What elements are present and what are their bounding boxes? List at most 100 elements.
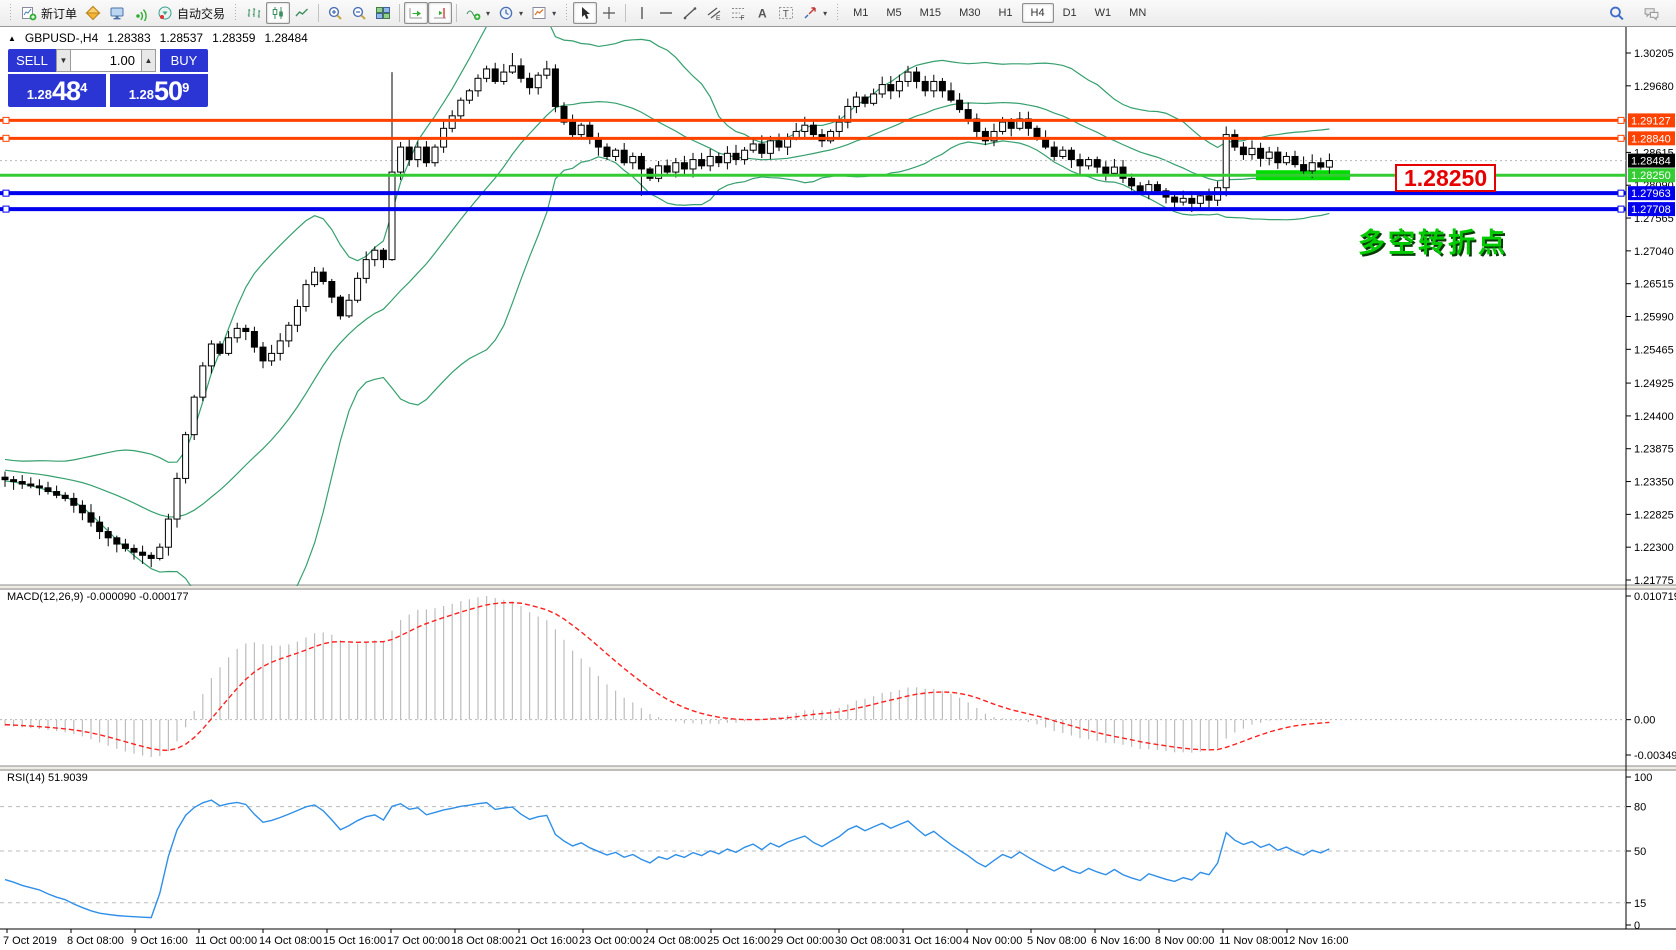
bear-candle	[1188, 197, 1196, 204]
chevron-down-icon[interactable]: ▾	[486, 8, 491, 18]
buy-button[interactable]: BUY	[160, 49, 208, 72]
autotrading-button[interactable]: 自动交易	[153, 2, 229, 24]
equidistant-channel-button[interactable]: E	[702, 2, 726, 24]
svg-text:T: T	[783, 9, 789, 20]
collapse-triangle-icon[interactable]: ▲	[8, 33, 16, 43]
fibonacci-button[interactable]: F	[726, 2, 750, 24]
bull-candle	[182, 434, 190, 479]
volume-decrease-button[interactable]: ▼	[56, 49, 71, 72]
toolbar-separator	[456, 4, 458, 22]
svg-text:4 Nov 00:00: 4 Nov 00:00	[963, 935, 1022, 947]
zoom-out-button[interactable]	[347, 2, 371, 24]
indicators-button[interactable]: ▾	[461, 2, 494, 24]
bar-chart-icon	[246, 5, 262, 21]
periods-button[interactable]: ▾	[494, 2, 527, 24]
text-button[interactable]: A	[750, 2, 774, 24]
timeframe-h4-button[interactable]: H4	[1021, 3, 1054, 23]
timeframe-m5-button[interactable]: M5	[886, 7, 902, 19]
search-button[interactable]	[1604, 2, 1629, 24]
chat-button[interactable]	[1639, 2, 1664, 24]
timeframe-m30-button[interactable]: M30	[959, 7, 981, 19]
svg-text:9 Oct 16:00: 9 Oct 16:00	[131, 935, 188, 947]
templates-button[interactable]: ▾	[527, 2, 560, 24]
chart-shift-button[interactable]	[428, 2, 453, 24]
svg-text:5 Nov 08:00: 5 Nov 08:00	[1027, 935, 1086, 947]
bear-candle	[1153, 184, 1161, 192]
svg-text:0: 0	[1634, 920, 1640, 932]
bear-candle	[379, 249, 387, 261]
signals-button[interactable]	[129, 2, 153, 24]
line-chart-button[interactable]	[290, 2, 314, 24]
svg-text:23 Oct 00:00: 23 Oct 00:00	[579, 935, 642, 947]
zoom-out-icon	[351, 5, 367, 21]
virtual-hosting-button[interactable]	[105, 2, 129, 24]
candlestick-button[interactable]	[266, 2, 291, 24]
bull-candle	[474, 77, 482, 92]
svg-text:1.27040: 1.27040	[1634, 246, 1674, 258]
hline-1.27963[interactable]	[0, 189, 1626, 197]
bear-candle	[1291, 155, 1299, 166]
trendline-icon	[682, 5, 698, 21]
zoom-in-button[interactable]	[323, 2, 347, 24]
bull-candle	[827, 130, 835, 142]
horizontal-line-button[interactable]	[654, 2, 678, 24]
timeframe-m15-button[interactable]: M15	[919, 7, 942, 19]
tile-windows-button[interactable]	[371, 2, 395, 24]
timeframe-mn-button[interactable]: MN	[1129, 7, 1147, 19]
bear-candle	[96, 521, 104, 533]
bull-candle	[164, 518, 172, 548]
volume-input[interactable]	[71, 49, 141, 72]
bull-candle	[388, 171, 396, 261]
bear-candle	[121, 543, 129, 549]
crosshair-button[interactable]	[597, 2, 621, 24]
bear-candle	[336, 296, 344, 317]
rsi-pane	[0, 799, 1626, 919]
timeframe-h1-button[interactable]: H1	[998, 7, 1013, 19]
bar-chart-button[interactable]	[242, 2, 266, 24]
chevron-down-icon[interactable]: ▾	[823, 8, 828, 18]
bear-candle	[775, 140, 783, 148]
chevron-down-icon[interactable]: ▾	[519, 8, 524, 18]
timeframe-w1-button[interactable]: W1	[1094, 7, 1112, 19]
hline-1.29127[interactable]	[0, 116, 1626, 124]
bear-candle	[35, 485, 43, 489]
svg-text:21 Oct 16:00: 21 Oct 16:00	[515, 935, 578, 947]
metaeditor-button[interactable]	[81, 2, 105, 24]
bear-candle	[809, 124, 817, 136]
volume-increase-button[interactable]: ▲	[141, 49, 156, 72]
bull-candle	[483, 68, 491, 79]
chevron-down-icon[interactable]: ▾	[552, 8, 557, 18]
hline-1.27708[interactable]	[0, 205, 1626, 213]
svg-text:50: 50	[1634, 846, 1646, 858]
bull-candle	[1325, 160, 1333, 168]
arrows-button[interactable]: ▾	[798, 2, 831, 24]
buy-price-small: 1.28	[128, 87, 155, 102]
sell-price-button[interactable]: 1.28 48 4	[8, 74, 106, 107]
text-label-button[interactable]: T	[774, 2, 798, 24]
auto-scroll-button[interactable]	[404, 2, 429, 24]
new-order-button[interactable]: 新订单	[17, 2, 81, 24]
buy-price-button[interactable]: 1.28 50 9	[110, 74, 208, 107]
toolbar-right-icons	[1604, 2, 1672, 24]
timeframe-m1-button[interactable]: M1	[853, 7, 869, 19]
bear-candle	[1067, 149, 1075, 161]
time-axis: 7 Oct 2019 8 Oct 08:00 9 Oct 16:00 11 Oct 0…	[3, 929, 1348, 947]
macd-indicator-label: MACD(12,26,9) -0.000090 -0.000177	[7, 591, 189, 603]
cursor-button[interactable]	[573, 2, 598, 24]
turning-point-annotation[interactable]: 多空转折点	[1358, 228, 1508, 258]
bull-candle	[990, 130, 998, 142]
svg-text:1.22300: 1.22300	[1634, 542, 1674, 554]
trendline-button[interactable]	[678, 2, 702, 24]
bear-candle	[732, 152, 740, 161]
bull-candle	[207, 343, 215, 367]
vertical-line-button[interactable]	[630, 2, 654, 24]
price-annotation-box[interactable]: 1.28250	[1395, 164, 1497, 192]
autotrading-icon	[157, 5, 173, 21]
sell-button[interactable]: SELL	[8, 49, 56, 72]
bull-candle	[233, 327, 241, 339]
bear-candle	[1033, 127, 1041, 139]
timeframe-d1-button[interactable]: D1	[1062, 7, 1077, 19]
bear-candle	[1274, 151, 1282, 164]
hline-1.28840[interactable]	[0, 134, 1626, 142]
